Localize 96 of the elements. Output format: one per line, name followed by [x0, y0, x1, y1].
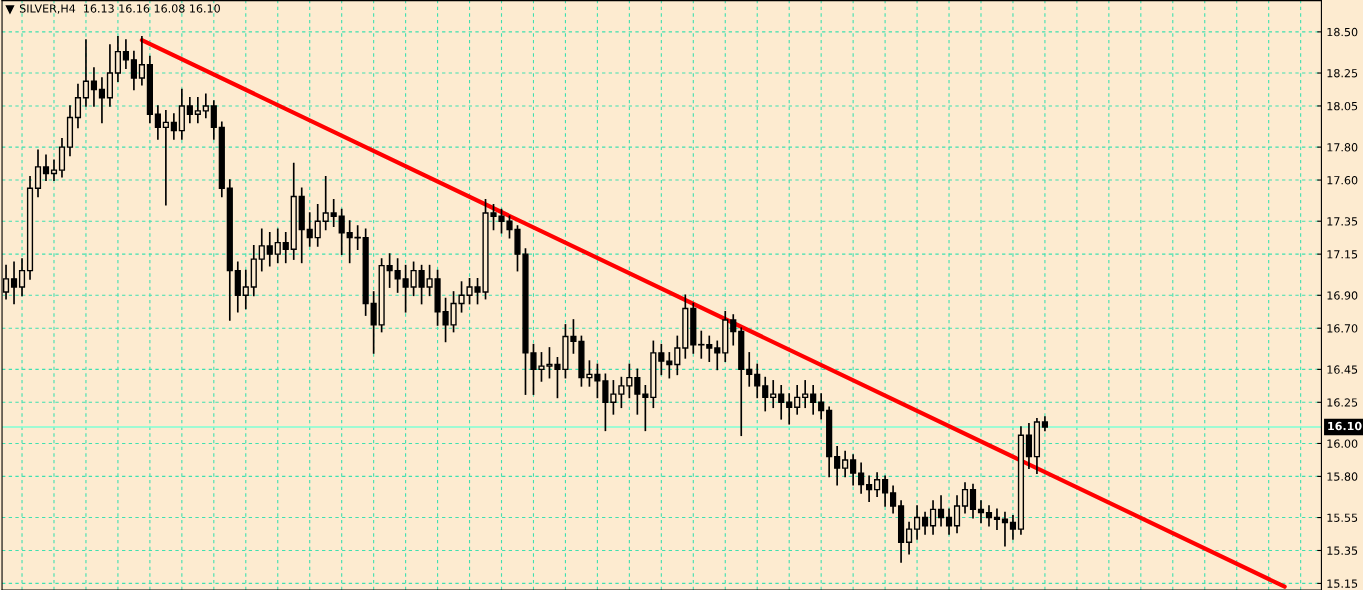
candlestick	[282, 231, 289, 264]
candlestick	[961, 482, 969, 514]
y-tick-label: 16.70	[1327, 324, 1358, 333]
candlestick	[953, 495, 961, 534]
candlestick	[626, 363, 633, 399]
y-tick-label: 16.25	[1327, 398, 1358, 407]
candlestick	[314, 203, 321, 247]
candlestick	[202, 93, 209, 119]
candlestick	[882, 475, 889, 507]
y-tick-label: 18.05	[1327, 101, 1358, 111]
candlestick	[186, 96, 193, 124]
candlestick	[122, 39, 130, 69]
candlestick	[666, 352, 673, 379]
candlestick	[58, 138, 66, 178]
candlestick	[1009, 515, 1017, 540]
candlestick	[410, 261, 417, 297]
candlestick	[945, 508, 953, 535]
candlestick	[778, 385, 785, 420]
candlestick	[794, 385, 801, 415]
y-tick-label: 16.90	[1327, 291, 1358, 300]
candlestick	[937, 495, 945, 527]
candlestick	[90, 67, 98, 107]
candlestick	[754, 363, 761, 399]
candlestick	[274, 228, 281, 264]
y-tick-label: 17.15	[1327, 250, 1358, 259]
candlestick	[162, 110, 169, 206]
candlestick	[929, 500, 937, 535]
candlestick	[394, 258, 401, 293]
candlestick	[338, 208, 345, 255]
candlestick	[194, 96, 201, 124]
candlestick	[610, 380, 617, 415]
candlestick	[266, 231, 273, 267]
candlestick	[985, 505, 993, 527]
candlestick	[170, 113, 177, 140]
candlestick	[714, 340, 721, 371]
candlestick	[658, 343, 665, 376]
candlestick	[802, 380, 809, 409]
candlestick	[850, 454, 857, 486]
candlestick	[330, 198, 337, 227]
candlestick	[306, 212, 313, 247]
candlestick	[242, 269, 249, 310]
y-tick-label: 15.15	[1327, 579, 1358, 588]
candlestick	[386, 253, 393, 288]
y-tick-label: 17.35	[1327, 217, 1358, 226]
y-tick-label: 18.25	[1327, 69, 1358, 78]
candlestick	[1025, 422, 1033, 470]
candlestick	[674, 335, 681, 376]
candlestick	[993, 508, 1001, 530]
candlestick	[154, 105, 161, 140]
candlestick	[42, 154, 50, 181]
y-tick-label: 17.60	[1327, 176, 1358, 185]
candlestick	[921, 511, 929, 535]
chart-title: SILVER,H4 16.13 16.16 16.08 16.10	[19, 4, 220, 14]
y-tick-label: 18.50	[1327, 27, 1358, 37]
candlestick	[905, 521, 913, 555]
y-tick-label: 17.80	[1327, 143, 1358, 152]
candlestick	[602, 373, 609, 432]
candlestick	[74, 83, 82, 129]
y-tick-label: 16.45	[1327, 365, 1358, 374]
candlestick	[746, 352, 753, 387]
candlestick	[762, 376, 769, 412]
candlestick	[210, 100, 217, 140]
candlestick	[874, 472, 881, 497]
candlestick	[618, 376, 625, 409]
candlestick	[258, 228, 265, 272]
candlestick	[913, 505, 921, 540]
candlestick	[866, 475, 873, 502]
candlestick	[730, 314, 737, 346]
candlestick	[842, 450, 849, 478]
candlestick	[322, 175, 329, 231]
candlestick	[130, 50, 137, 91]
candlestick	[634, 368, 641, 415]
candlestick	[10, 261, 18, 305]
candlestick	[786, 393, 793, 425]
y-tick-label: 15.80	[1327, 472, 1358, 481]
candlestick	[770, 380, 777, 409]
candlestick	[114, 35, 122, 83]
candlestick	[370, 291, 377, 354]
candlestick	[834, 445, 841, 486]
candlestick	[138, 35, 145, 86]
candlestick	[82, 39, 90, 107]
candlestick	[642, 385, 649, 432]
candlestick	[34, 149, 42, 198]
y-tick-label: 16.00	[1327, 439, 1358, 448]
candlestick	[818, 393, 825, 420]
candlestick	[969, 483, 977, 519]
candlestick	[402, 264, 409, 313]
candlestick	[50, 159, 58, 181]
candlestick	[889, 485, 897, 514]
candlestick	[810, 385, 817, 415]
candlestick	[858, 462, 865, 494]
candlestick	[18, 258, 26, 297]
y-tick-label: 15.35	[1327, 546, 1358, 555]
candlestick	[98, 77, 106, 124]
y-tick-label: 15.55	[1327, 513, 1358, 522]
ref-line-label: 16.10	[1328, 421, 1362, 431]
